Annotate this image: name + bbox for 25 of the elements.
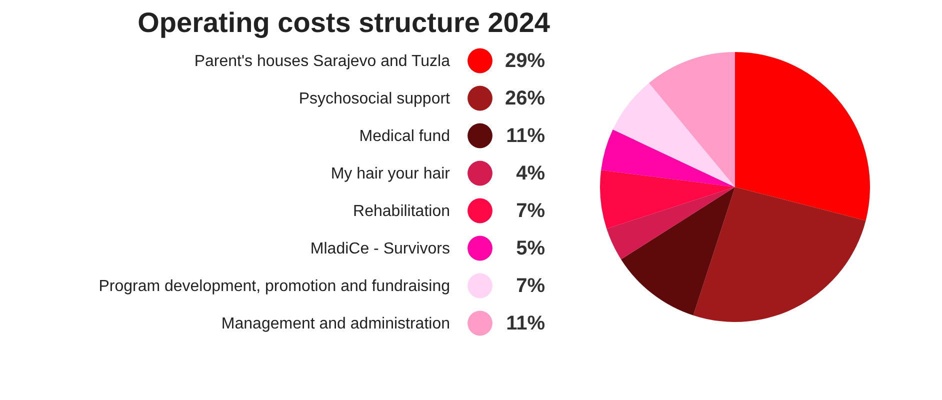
legend-label: Medical fund — [359, 128, 450, 145]
pie-slice — [600, 170, 735, 229]
legend-label: MladiCe - Survivors — [310, 240, 450, 258]
pie-slice — [612, 82, 735, 187]
data-label: 11% — [506, 124, 546, 147]
legend-label: Rehabilitation — [353, 202, 450, 220]
data-label: 4% — [516, 162, 546, 184]
data-label: 11% — [506, 312, 546, 334]
data-label: 5% — [516, 237, 546, 260]
legend-label: Parent's houses Sarajevo and Tuzla — [194, 52, 450, 70]
data-label: 7% — [516, 274, 546, 297]
legend-label: My hair your hair — [330, 165, 451, 182]
pie-slice — [606, 187, 735, 260]
data-label: 7% — [516, 200, 546, 222]
pie-slice — [735, 52, 870, 221]
legend-label: Psychosocial support — [298, 90, 451, 108]
legend-label: Program development, promotion and fundraising — [98, 278, 450, 295]
data-label: 29% — [504, 50, 546, 72]
data-label: 26% — [504, 87, 546, 110]
chart-title: Operating costs structure 2024 — [138, 7, 550, 38]
pie-slice — [601, 130, 735, 187]
pie-slice — [648, 52, 735, 187]
pie-slice — [693, 187, 866, 322]
legend-label: Management and administration — [221, 315, 450, 332]
pie-slice — [621, 187, 735, 316]
